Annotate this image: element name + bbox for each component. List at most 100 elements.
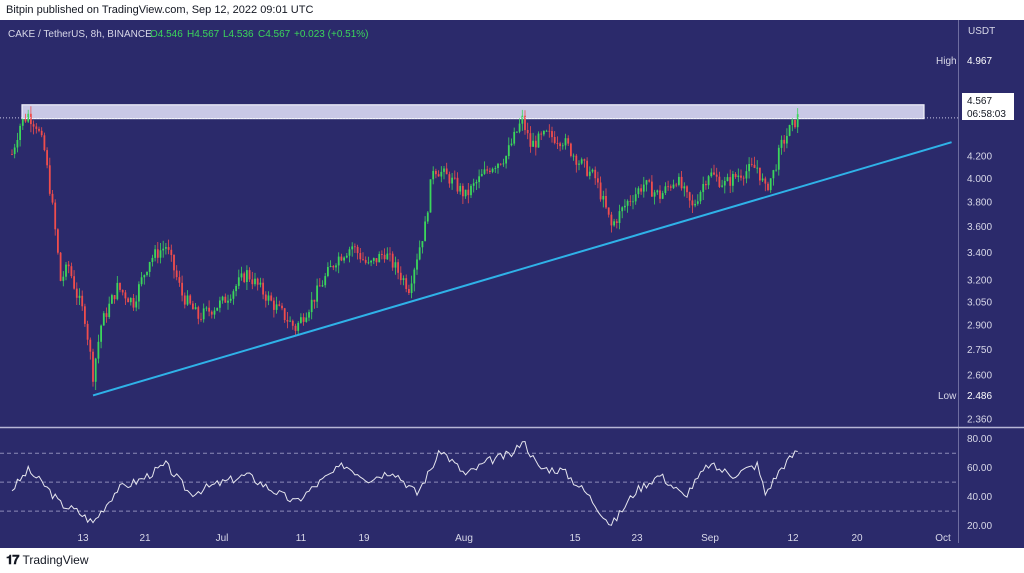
candle-body bbox=[359, 253, 362, 260]
candle bbox=[445, 162, 448, 175]
time-tick-8: Sep bbox=[701, 533, 719, 544]
candle bbox=[165, 243, 167, 255]
price-chart[interactable]: CAKE / TetherUS, 8h, BINANCE O4.546 H4.5… bbox=[0, 20, 1024, 548]
candle-body bbox=[732, 174, 734, 186]
candle bbox=[154, 245, 156, 262]
high-marker: High 4.967 bbox=[936, 56, 992, 67]
candle bbox=[389, 247, 391, 262]
candle-body bbox=[694, 203, 696, 206]
candle bbox=[332, 265, 335, 271]
candle bbox=[135, 295, 138, 312]
candle-body bbox=[605, 196, 607, 208]
candle-body bbox=[46, 150, 48, 166]
candle-body bbox=[761, 178, 764, 181]
candle-body bbox=[564, 138, 567, 146]
candle bbox=[19, 123, 21, 147]
candle bbox=[640, 184, 642, 195]
ohlc-close: C4.567 bbox=[258, 29, 291, 40]
candle bbox=[183, 292, 186, 309]
candle-body bbox=[426, 212, 429, 222]
candle bbox=[780, 135, 783, 155]
candle bbox=[480, 169, 483, 177]
candle bbox=[192, 300, 194, 310]
candle-body bbox=[345, 255, 348, 258]
candle bbox=[146, 271, 148, 277]
candle bbox=[289, 316, 291, 322]
candle bbox=[243, 271, 246, 284]
candle bbox=[283, 307, 286, 323]
candle bbox=[143, 274, 146, 285]
candle bbox=[38, 126, 40, 133]
candle-body bbox=[113, 295, 116, 300]
resistance-zone[interactable] bbox=[21, 104, 925, 120]
candle bbox=[451, 173, 453, 190]
candle-body bbox=[467, 189, 470, 196]
candle bbox=[345, 253, 348, 259]
candle-body bbox=[62, 276, 65, 281]
candle bbox=[159, 243, 162, 264]
candle-body bbox=[167, 247, 170, 250]
candle-body bbox=[127, 298, 129, 303]
candle-body bbox=[159, 250, 162, 258]
candle bbox=[699, 190, 702, 205]
candle-body bbox=[610, 214, 613, 226]
candle bbox=[759, 167, 761, 186]
candle bbox=[669, 184, 672, 191]
candle-body bbox=[329, 266, 332, 267]
price-tick-1: 4.000 bbox=[967, 174, 992, 185]
candle-body bbox=[718, 176, 721, 187]
candle-body bbox=[777, 147, 780, 170]
candle bbox=[84, 303, 86, 327]
candle bbox=[559, 141, 561, 152]
candle bbox=[399, 266, 402, 285]
candle bbox=[721, 179, 723, 188]
candle bbox=[775, 164, 777, 172]
candle-body bbox=[156, 249, 159, 258]
candle-body bbox=[354, 246, 356, 248]
ohlc-low: L4.536 bbox=[223, 29, 254, 40]
candle-body bbox=[94, 358, 97, 382]
footer: 𝟏𝟕 TradingView bbox=[6, 552, 89, 568]
candle-body bbox=[48, 165, 51, 194]
candle bbox=[348, 246, 351, 263]
candle bbox=[367, 256, 370, 265]
candle bbox=[702, 176, 705, 200]
candle-body bbox=[594, 169, 597, 179]
candle-body bbox=[232, 291, 235, 299]
candle-body bbox=[111, 295, 113, 304]
candle bbox=[467, 183, 470, 204]
candle bbox=[30, 106, 32, 133]
low-value: 2.486 bbox=[967, 391, 992, 402]
candle bbox=[772, 169, 775, 186]
candle bbox=[170, 244, 173, 262]
candle-body bbox=[267, 295, 270, 301]
candle bbox=[718, 171, 721, 188]
candle bbox=[686, 185, 688, 198]
candle bbox=[278, 300, 281, 307]
candle-body bbox=[683, 186, 686, 189]
candle-body bbox=[278, 304, 281, 306]
candle bbox=[753, 156, 756, 169]
candle bbox=[181, 275, 183, 302]
candle-body bbox=[707, 176, 710, 186]
candle bbox=[424, 216, 426, 242]
candle-body bbox=[316, 285, 318, 302]
candle-body bbox=[57, 229, 59, 253]
candle-body bbox=[580, 159, 583, 164]
candle bbox=[632, 195, 634, 210]
candle-body bbox=[769, 178, 772, 191]
candle-body bbox=[78, 295, 81, 298]
candle-body bbox=[696, 201, 699, 204]
candle bbox=[270, 292, 273, 302]
candle-body bbox=[513, 131, 516, 144]
candle-body bbox=[702, 184, 705, 193]
candle bbox=[383, 248, 386, 263]
candle-body bbox=[248, 270, 251, 280]
ascending-trendline[interactable] bbox=[92, 141, 952, 397]
candle bbox=[57, 228, 59, 255]
candle bbox=[734, 172, 737, 179]
candle-body bbox=[726, 177, 729, 181]
candle bbox=[745, 164, 748, 184]
candle-body bbox=[480, 174, 483, 177]
candle-body bbox=[100, 325, 102, 342]
